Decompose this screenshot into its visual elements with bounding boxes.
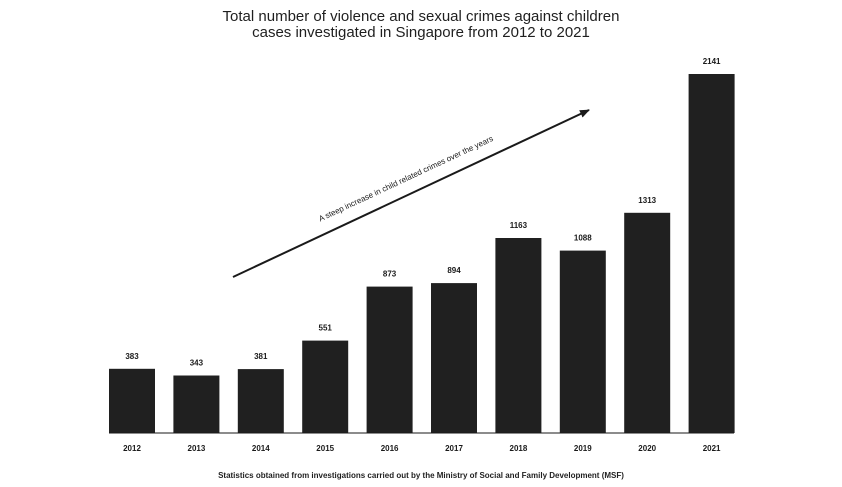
bar-2012: [109, 368, 155, 433]
chart-title-line-2: cases investigated in Singapore from 201…: [252, 24, 590, 41]
bar-2019: [559, 250, 606, 433]
data-label-2012: 383: [125, 352, 139, 361]
data-label-2014: 381: [254, 352, 268, 361]
bar-2017: [431, 283, 477, 433]
bar-2013: [173, 375, 220, 433]
data-label-2021: 2141: [703, 57, 721, 66]
x-tick-label-2021: 2021: [703, 444, 721, 453]
data-label-2019: 1088: [574, 234, 592, 243]
bar-2016: [366, 286, 413, 433]
chart-footnote: Statistics obtained from investigations …: [218, 471, 624, 480]
bar-2020: [624, 212, 671, 433]
bar-2018: [495, 238, 542, 433]
chart-title-line-1: Total number of violence and sexual crim…: [222, 8, 620, 25]
data-label-2013: 343: [190, 359, 204, 368]
data-label-2016: 873: [383, 270, 397, 279]
x-tick-label-2012: 2012: [123, 444, 141, 453]
data-label-2015: 551: [319, 324, 333, 333]
trend-arrow: [232, 109, 590, 278]
x-tick-label-2015: 2015: [316, 444, 334, 453]
data-label-2017: 894: [447, 266, 461, 275]
x-tick-label-2017: 2017: [445, 444, 463, 453]
bar-2014: [237, 369, 284, 433]
x-tick-label-2016: 2016: [381, 444, 399, 453]
x-tick-label-2013: 2013: [188, 444, 206, 453]
x-tick-label-2018: 2018: [510, 444, 528, 453]
trend-annotation: A steep increase in child related crimes…: [317, 134, 494, 223]
bar-2021: [688, 74, 735, 433]
x-tick-label-2019: 2019: [574, 444, 592, 453]
bar-2015: [302, 340, 349, 433]
data-label-2020: 1313: [638, 196, 656, 205]
x-tick-label-2020: 2020: [638, 444, 656, 453]
x-tick-label-2014: 2014: [252, 444, 270, 453]
data-label-2018: 1163: [510, 221, 528, 230]
